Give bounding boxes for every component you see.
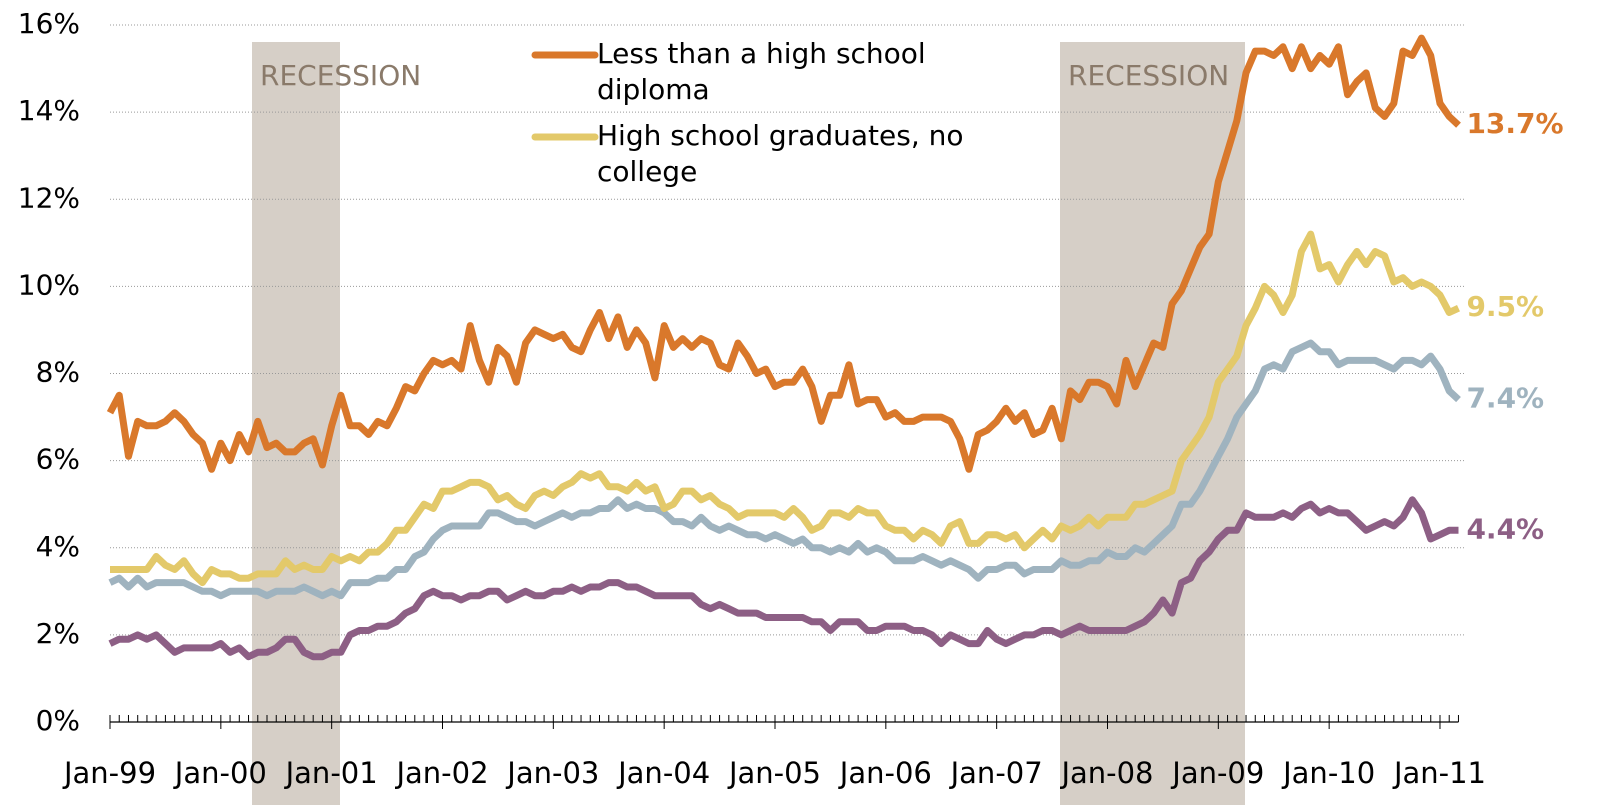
- legend-label: Less than a high school diploma: [597, 37, 926, 106]
- y-tick-label: 10%: [18, 268, 80, 301]
- x-tick-label: Jan-02: [394, 756, 488, 790]
- series-line: [110, 230, 1460, 587]
- end-label: 7.4%: [1466, 382, 1544, 415]
- series-line: [106, 34, 1461, 473]
- recession-band: [252, 42, 340, 805]
- legend-label: High school graduates, no college: [597, 119, 964, 188]
- x-tick-label: Jan-03: [505, 756, 599, 790]
- x-tick-label: Jan-08: [1059, 756, 1153, 790]
- y-tick-label: 4%: [36, 530, 80, 563]
- end-label: 4.4%: [1466, 512, 1544, 545]
- x-tick-label: Jan-09: [1170, 756, 1264, 790]
- x-tick-label: Jan-04: [616, 756, 710, 790]
- x-tick-label: Jan-99: [62, 756, 156, 790]
- x-tick-label: Jan-05: [727, 756, 821, 790]
- x-tick-label: Jan-10: [1281, 756, 1375, 790]
- y-tick-label: 12%: [18, 181, 80, 214]
- y-tick-label: 14%: [18, 94, 80, 127]
- annotation: RECESSION: [260, 59, 421, 92]
- y-tick-label: 8%: [36, 356, 80, 389]
- y-tick-label: 0%: [36, 704, 80, 737]
- x-tick-label: Jan-00: [173, 756, 267, 790]
- end-label: 9.5%: [1466, 290, 1544, 323]
- x-tick-label: Jan-11: [1392, 756, 1486, 790]
- x-tick-label: Jan-01: [284, 756, 378, 790]
- series-line: [108, 339, 1461, 600]
- recession-band: [1060, 42, 1245, 805]
- end-label: 13.7%: [1466, 107, 1563, 140]
- y-tick-label: 2%: [36, 617, 80, 650]
- legend-entry: High school graduates, no college: [597, 119, 964, 188]
- annotation: RECESSION: [1068, 59, 1229, 92]
- y-tick-label: 6%: [36, 443, 80, 476]
- series-line: [108, 496, 1459, 661]
- legend-entry: Less than a high school diploma: [597, 37, 926, 106]
- y-tick-label: 16%: [18, 7, 80, 40]
- x-tick-label: Jan-06: [838, 756, 932, 790]
- x-tick-label: Jan-07: [949, 756, 1043, 790]
